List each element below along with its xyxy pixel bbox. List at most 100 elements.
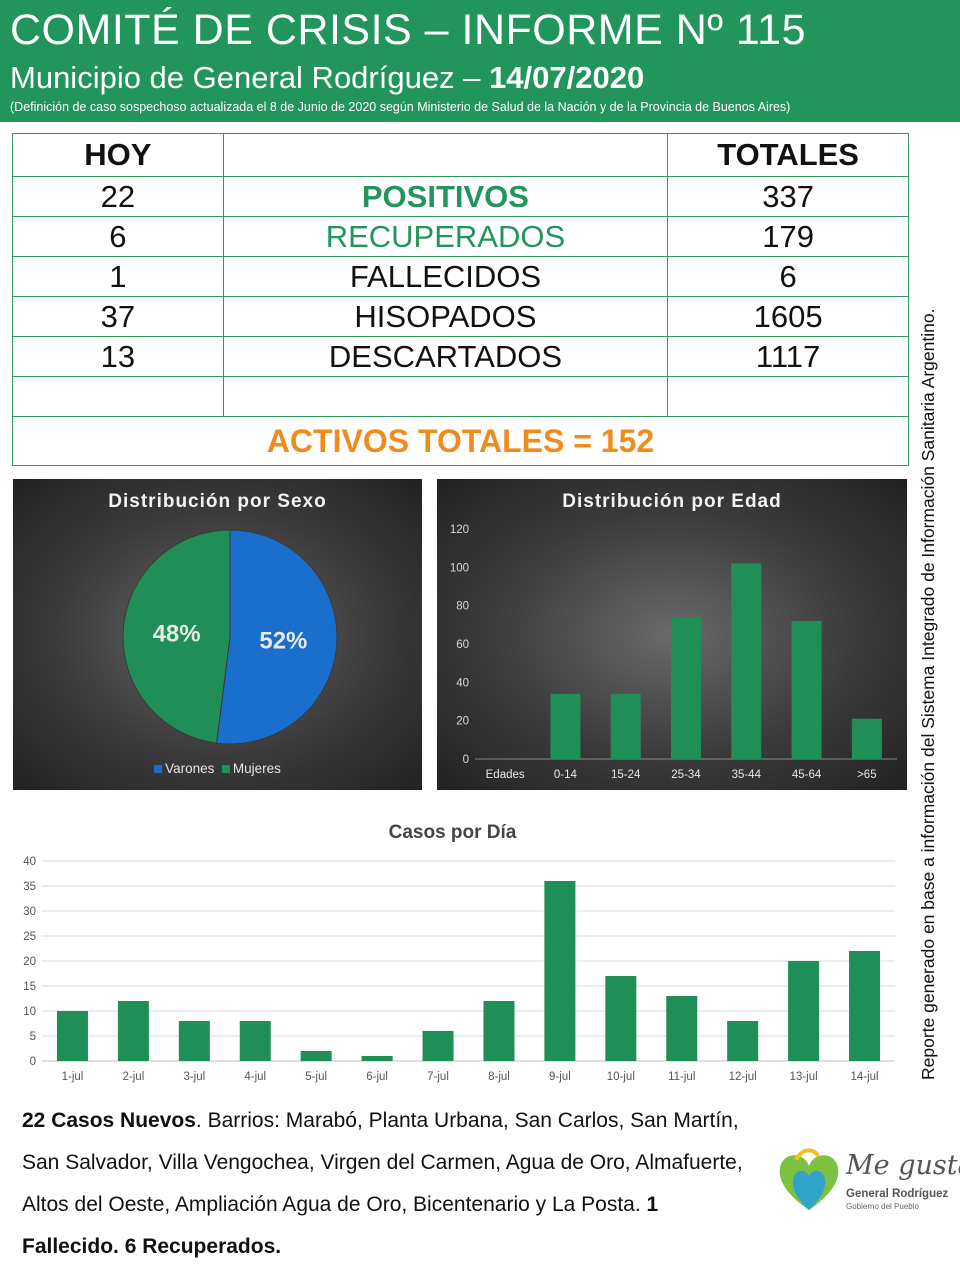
age-chart-title: Distribución por Edad [562, 491, 782, 512]
x-tick-label: 3-jul [183, 1071, 205, 1083]
sex-chart-legend: Varones Mujeres [13, 761, 422, 776]
total-value: 179 [667, 216, 909, 257]
y-tick-label: 40 [23, 856, 36, 868]
header-totals: TOTALES [667, 133, 909, 177]
legend-label-varones: Varones [165, 761, 215, 776]
y-tick-label: 100 [450, 562, 469, 574]
x-tick-label: 0-14 [554, 769, 578, 781]
total-value: 1605 [667, 296, 909, 337]
y-tick-label: 0 [463, 754, 469, 766]
x-tick-label: 11-jul [668, 1071, 695, 1083]
x-tick-label: Edades [486, 769, 525, 781]
x-tick-label: 4-jul [244, 1071, 266, 1083]
pie-data-label: 52% [259, 627, 307, 654]
report-subtitle: Municipio de General Rodríguez – 14/07/2… [10, 60, 644, 96]
row-label: POSITIVOS [222, 176, 669, 217]
bar-25-34 [671, 617, 701, 759]
legend-label-mujeres: Mujeres [232, 761, 281, 776]
y-tick-label: 20 [456, 716, 469, 728]
bar-7-jul [422, 1031, 454, 1061]
heart-logo-icon [779, 1148, 839, 1210]
y-tick-label: 40 [456, 677, 469, 689]
pie-data-label: 48% [153, 621, 201, 648]
bar-4-jul [239, 1021, 271, 1061]
y-tick-label: 120 [450, 524, 469, 536]
case-definition-note: (Definición de caso sospechoso actualiza… [10, 100, 791, 114]
report-title: COMITÉ DE CRISIS – INFORME Nº 115 [10, 6, 806, 54]
bar-35-44 [731, 563, 762, 759]
bar-15-24 [610, 693, 641, 759]
legend-swatch-mujeres [221, 765, 230, 773]
bar-14-jul [849, 951, 881, 1061]
x-tick-label: 15-24 [611, 769, 641, 781]
logo-line2: General Rodríguez [846, 1188, 949, 1200]
y-tick-label: 60 [456, 639, 469, 651]
table-row: 13 DESCARTADOS 1117 [12, 336, 909, 377]
y-tick-label: 80 [456, 601, 469, 613]
bar-10-jul [605, 976, 637, 1061]
bar->65 [851, 718, 882, 759]
x-tick-label: 5-jul [305, 1071, 327, 1083]
bar-13-jul [788, 961, 820, 1061]
bar-0-14 [550, 693, 581, 759]
logo-line3: Gobierno del Pueblo [846, 1202, 919, 1211]
header-blank [222, 133, 669, 177]
total-value: 1117 [667, 336, 909, 377]
daily-cases-panel: Casos por Día 0 5 10 15 20 25 30 35 40 1-jul 2-jul… [0, 812, 905, 1092]
row-label: HISOPADOS [222, 296, 669, 337]
x-tick-label: 12-jul [729, 1071, 757, 1083]
bar-9-jul [544, 881, 576, 1061]
source-note: Reporte generado en base a información d… [918, 308, 938, 1080]
x-tick-label: 2-jul [123, 1071, 145, 1083]
y-tick-label: 5 [30, 1031, 36, 1043]
total-value: 6 [667, 256, 909, 297]
row-label: FALLECIDOS [222, 256, 669, 297]
y-tick-label: 10 [23, 1006, 36, 1018]
table-row: 22 POSITIVOS 337 [12, 176, 909, 217]
age-bar-chart: 0 20 40 60 80 100 120 Edades 0-14 15-24 25-34 35-44… [450, 524, 897, 781]
bar-6-jul [361, 1056, 393, 1061]
x-tick-label: 7-jul [427, 1071, 449, 1083]
today-value: 37 [12, 296, 224, 337]
y-tick-label: 25 [23, 931, 36, 943]
empty-cell [222, 376, 669, 417]
legend-swatch-varones [154, 765, 163, 773]
y-tick-label: 35 [23, 881, 36, 893]
daily-bar-chart: 0 5 10 15 20 25 30 35 40 1-jul 2-jul 3-jul 4-jul 5-ju… [23, 856, 895, 1083]
today-value: 1 [12, 256, 224, 297]
today-value: 22 [12, 176, 224, 217]
bar-12-jul [727, 1021, 759, 1061]
empty-cell [667, 376, 909, 417]
table-header-row: HOY TOTALES [12, 133, 909, 177]
table-row: 37 HISOPADOS 1605 [12, 296, 909, 337]
report-date: 14/07/2020 [489, 60, 645, 95]
bar-3-jul [178, 1021, 210, 1061]
summary-text: 22 Casos Nuevos. Barrios: Marabó, Planta… [22, 1100, 757, 1268]
table-empty-row [12, 376, 909, 417]
sex-chart-title: Distribución por Sexo [108, 491, 327, 512]
age-distribution-panel: Distribución por Edad 0 20 40 60 80 100 120 Eda… [437, 479, 907, 790]
x-tick-label: 9-jul [549, 1071, 571, 1083]
table-row: 1 FALLECIDOS 6 [12, 256, 909, 297]
municipality-name: Municipio de General Rodríguez – [10, 60, 481, 95]
empty-cell [12, 376, 224, 417]
active-totals: ACTIVOS TOTALES = 152 [12, 416, 909, 466]
report-header: COMITÉ DE CRISIS – INFORME Nº 115 Munici… [0, 0, 960, 122]
x-tick-label: 8-jul [488, 1071, 510, 1083]
header-today: HOY [12, 133, 224, 177]
x-tick-label: >65 [857, 769, 877, 781]
summary-lead: 22 Casos Nuevos [22, 1109, 196, 1132]
y-tick-label: 15 [23, 981, 36, 993]
x-tick-label: 35-44 [732, 769, 762, 781]
pie-slice-mujeres [122, 529, 231, 744]
x-tick-label: 1-jul [62, 1071, 84, 1083]
x-tick-label: 14-jul [850, 1071, 878, 1083]
x-tick-label: 13-jul [790, 1071, 818, 1083]
table-row: 6 RECUPERADOS 179 [12, 216, 909, 257]
x-tick-label: 6-jul [366, 1071, 388, 1083]
bar-45-64 [791, 621, 822, 759]
sex-pie-chart: 52% 48% [122, 529, 338, 745]
summary-tail: 1 Fallecido. 6 Recuperados. [22, 1193, 659, 1258]
bar-1-jul [56, 1011, 88, 1061]
active-totals-row: ACTIVOS TOTALES = 152 [12, 416, 909, 466]
